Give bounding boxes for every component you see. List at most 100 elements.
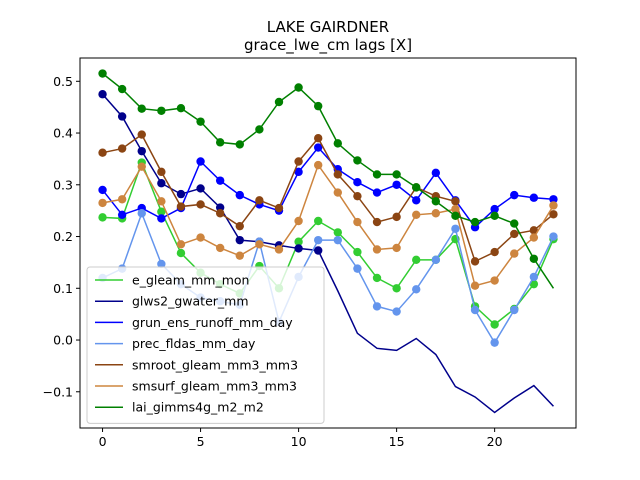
y-tick-label: 0.1: [53, 281, 73, 296]
point-lai_gimms4g_m2_m2: [117, 84, 127, 94]
axes: 0 5 10 15 20 −0.1 0.0 0.1 0.2 0.3 0.4 0.5: [43, 74, 503, 449]
point-glws2_gwater_mm: [314, 246, 323, 255]
point-smsurf_gleam_mm3_mm3: [235, 251, 244, 260]
point-lai_gimms4g_m2_m2: [470, 217, 480, 227]
point-smsurf_gleam_mm3_mm3: [294, 216, 303, 226]
series-line-smroot_gleam_mm3_mm3: [102, 133, 554, 263]
point-smroot_gleam_mm3_mm3: [549, 210, 558, 219]
legend-label-smsurf_gleam_mm3_mm3: smsurf_gleam_mm3_mm3: [132, 379, 297, 394]
point-smroot_gleam_mm3_mm3: [98, 148, 107, 157]
point-smsurf_gleam_mm3_mm3: [490, 276, 499, 285]
point-smroot_gleam_mm3_mm3: [392, 212, 401, 222]
point-smroot_gleam_mm3_mm3: [235, 221, 244, 231]
point-lai_gimms4g_m2_m2: [196, 117, 205, 126]
x-tick-label: 5: [197, 434, 205, 449]
chart-subtitle: grace_lwe_cm lags [X]: [244, 36, 412, 55]
point-smroot_gleam_mm3_mm3: [510, 229, 519, 239]
legend: e_gleam_mm_mon glws2_gwater_mm grun_ens_ru…: [86, 266, 325, 424]
point-smroot_gleam_mm3_mm3: [333, 170, 342, 179]
point-smroot_gleam_mm3_mm3: [529, 226, 539, 235]
x-tick-label: 0: [99, 434, 107, 449]
point-grun_ens_runoff_mm_day: [314, 143, 323, 152]
point-lai_gimms4g_m2_m2: [451, 211, 460, 221]
point-lai_gimms4g_m2_m2: [137, 104, 146, 113]
point-prec_fldas_mm_day: [314, 235, 323, 245]
point-smroot_gleam_mm3_mm3: [490, 247, 499, 257]
point-lai_gimms4g_m2_m2: [353, 156, 362, 165]
point-smroot_gleam_mm3_mm3: [117, 144, 127, 153]
point-glws2_gwater_mm: [294, 244, 303, 253]
point-grun_ens_runoff_mm_day: [235, 190, 244, 200]
point-smroot_gleam_mm3_mm3: [137, 130, 146, 139]
y-tick-label: 0.5: [53, 74, 73, 89]
point-smsurf_gleam_mm3_mm3: [314, 160, 323, 170]
x-tick-label: 10: [291, 434, 307, 449]
point-e_gleam_mm_mon: [314, 216, 323, 226]
point-smsurf_gleam_mm3_mm3: [470, 281, 480, 290]
point-smsurf_gleam_mm3_mm3: [98, 198, 107, 208]
point-grun_ens_runoff_mm_day: [196, 157, 205, 166]
point-e_gleam_mm_mon: [412, 255, 421, 265]
chart-title: LAKE GAIRDNER: [267, 18, 389, 36]
point-lai_gimms4g_m2_m2: [412, 183, 421, 192]
point-grun_ens_runoff_mm_day: [549, 195, 558, 204]
point-grun_ens_runoff_mm_day: [510, 190, 519, 200]
point-prec_fldas_mm_day: [529, 272, 539, 282]
point-smsurf_gleam_mm3_mm3: [353, 217, 362, 227]
point-grun_ens_runoff_mm_day: [412, 196, 421, 205]
point-smsurf_gleam_mm3_mm3: [431, 209, 441, 218]
point-glws2_gwater_mm: [137, 146, 146, 156]
point-smsurf_gleam_mm3_mm3: [274, 245, 284, 254]
point-lai_gimms4g_m2_m2: [157, 106, 166, 115]
point-smroot_gleam_mm3_mm3: [353, 191, 362, 201]
point-smsurf_gleam_mm3_mm3: [176, 240, 186, 249]
point-smroot_gleam_mm3_mm3: [215, 209, 225, 218]
point-smsurf_gleam_mm3_mm3: [372, 245, 382, 254]
point-smroot_gleam_mm3_mm3: [274, 203, 284, 213]
point-smsurf_gleam_mm3_mm3: [333, 188, 342, 197]
point-smroot_gleam_mm3_mm3: [157, 167, 166, 177]
point-e_gleam_mm_mon: [333, 228, 342, 237]
point-lai_gimms4g_m2_m2: [294, 83, 303, 92]
point-e_gleam_mm_mon: [294, 237, 303, 246]
legend-label-grun_ens_runoff_mm_day: grun_ens_runoff_mm_day: [132, 315, 293, 330]
point-grun_ens_runoff_mm_day: [98, 185, 107, 195]
point-grun_ens_runoff_mm_day: [392, 180, 401, 189]
point-glws2_gwater_mm: [196, 184, 205, 193]
point-e_gleam_mm_mon: [176, 248, 186, 258]
point-smsurf_gleam_mm3_mm3: [157, 197, 166, 206]
point-glws2_gwater_mm: [157, 179, 166, 188]
legend-label-glws2_gwater_mm: glws2_gwater_mm: [132, 294, 249, 309]
point-prec_fldas_mm_day: [372, 302, 382, 311]
point-grun_ens_runoff_mm_day: [529, 193, 539, 202]
point-grun_ens_runoff_mm_day: [215, 176, 225, 185]
point-glws2_gwater_mm: [98, 90, 107, 99]
point-prec_fldas_mm_day: [451, 224, 460, 233]
point-smsurf_gleam_mm3_mm3: [451, 204, 460, 214]
point-smroot_gleam_mm3_mm3: [255, 196, 264, 205]
point-smsurf_gleam_mm3_mm3: [549, 201, 558, 210]
point-prec_fldas_mm_day: [333, 235, 342, 245]
point-grun_ens_runoff_mm_day: [157, 214, 166, 223]
point-prec_fldas_mm_day: [470, 305, 480, 315]
plot-frame: [79, 57, 577, 429]
point-smsurf_gleam_mm3_mm3: [255, 240, 264, 249]
point-smroot_gleam_mm3_mm3: [314, 134, 323, 143]
point-smroot_gleam_mm3_mm3: [294, 157, 303, 166]
point-smsurf_gleam_mm3_mm3: [412, 210, 421, 219]
legend-box: [86, 266, 325, 424]
point-lai_gimms4g_m2_m2: [333, 139, 342, 148]
x-tick-label: 15: [389, 434, 405, 449]
point-smsurf_gleam_mm3_mm3: [137, 162, 146, 171]
legend-label-lai_gimms4g_m2_m2: lai_gimms4g_m2_m2: [132, 400, 264, 415]
y-tick-label: 0.3: [53, 177, 73, 192]
point-e_gleam_mm_mon: [490, 320, 499, 329]
point-grun_ens_runoff_mm_day: [490, 204, 499, 214]
point-smsurf_gleam_mm3_mm3: [392, 243, 401, 253]
point-lai_gimms4g_m2_m2: [274, 97, 284, 107]
point-e_gleam_mm_mon: [157, 207, 166, 216]
legend-label-smroot_gleam_mm3_mm3: smroot_gleam_mm3_mm3: [132, 357, 298, 372]
y-tick-label: 0.0: [53, 333, 73, 348]
point-grun_ens_runoff_mm_day: [117, 210, 127, 219]
